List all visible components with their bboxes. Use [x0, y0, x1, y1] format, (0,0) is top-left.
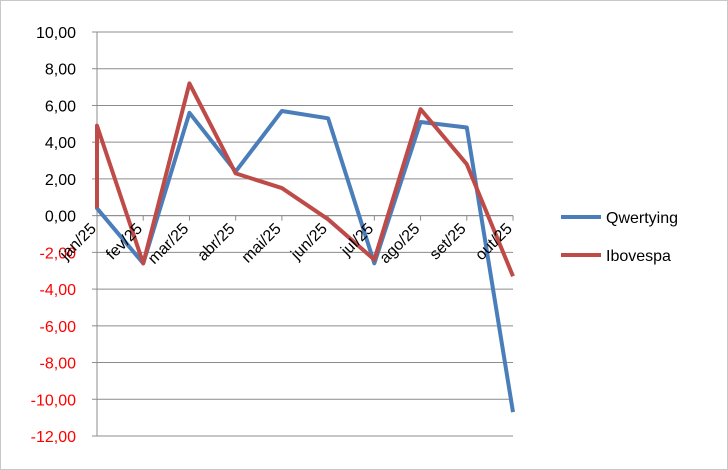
- y-tick-label: -12,00: [31, 429, 76, 446]
- y-tick-label: -2,00: [40, 245, 77, 262]
- x-tick-label: set/25: [427, 220, 470, 263]
- x-tick-label: jun/25: [287, 220, 331, 264]
- y-tick-label: 0,00: [45, 209, 76, 226]
- y-tick-label: 4,00: [45, 135, 76, 152]
- series-line-ibovespa: [95, 81, 515, 277]
- x-tick-label: jan/25: [56, 220, 100, 264]
- y-tick-label: -6,00: [40, 319, 77, 336]
- legend: Qwertying Ibovespa: [561, 210, 678, 265]
- y-tick-label: 6,00: [45, 98, 76, 115]
- y-tick-label: 10,00: [36, 25, 76, 42]
- legend-label: Ibovespa: [606, 248, 671, 265]
- series-lines: [95, 81, 515, 413]
- series-line-qwertying: [95, 108, 515, 413]
- legend-label: Qwertying: [606, 210, 678, 227]
- x-tick-label: mai/25: [239, 220, 285, 266]
- y-tick-label: -10,00: [31, 392, 76, 409]
- y-tick-label: -8,00: [40, 356, 77, 373]
- axes: [92, 31, 514, 437]
- y-tick-labels: 10,00 8,00 6,00 4,00 2,00 0,00 -2,00 -4,00 -6,00…: [31, 25, 76, 446]
- y-tick-label: 2,00: [45, 172, 76, 189]
- x-tick-label: abr/25: [194, 220, 238, 264]
- y-tick-label: -4,00: [40, 282, 77, 299]
- y-tick-label: 8,00: [45, 62, 76, 79]
